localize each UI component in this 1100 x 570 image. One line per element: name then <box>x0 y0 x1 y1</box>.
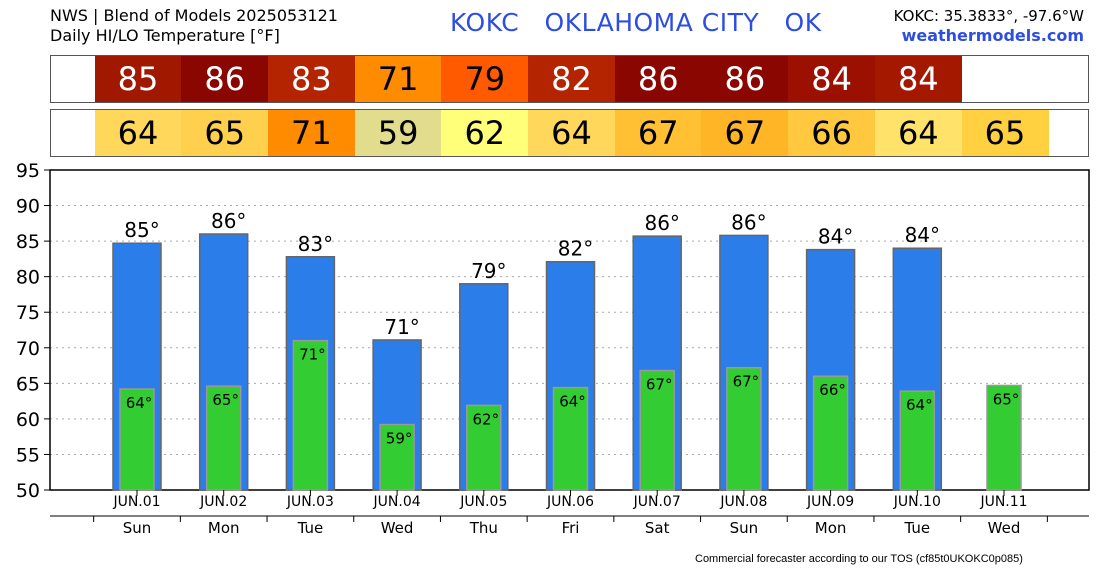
low-temp-cell: 67 <box>701 110 789 156</box>
low-temp-label: 65° <box>212 391 239 409</box>
station-title: KOKC OKLAHOMA CITY OK <box>450 8 822 37</box>
y-tick-label: 70 <box>16 338 40 360</box>
low-temp-strip: 64 65 71 59 62 64 67 67 66 64 65 <box>50 109 1089 157</box>
site-link[interactable]: weathermodels.com <box>901 26 1084 45</box>
x-date-label: JUN.02 <box>199 494 247 510</box>
header-right: KOKC: 35.3833°, -97.6°W weathermodels.co… <box>894 6 1084 46</box>
high-temp-label: 86° <box>644 211 679 235</box>
x-date-label: JUN.11 <box>979 494 1027 510</box>
x-date-label: JUN.04 <box>373 494 421 510</box>
low-temp-cell: 62 <box>441 110 529 156</box>
y-tick-label: 80 <box>16 267 40 289</box>
x-weekday-label: Thu <box>469 519 498 537</box>
low-temp-label: 66° <box>819 381 846 399</box>
x-weekday-label: Sun <box>730 519 759 537</box>
low-temp-bar <box>119 388 155 491</box>
high-temp-label: 82° <box>558 237 593 261</box>
low-temp-cell: 64 <box>528 110 615 156</box>
low-temp-cell: 59 <box>354 110 442 156</box>
x-date-label: JUN.06 <box>546 494 594 510</box>
low-temp-label: 62° <box>473 410 500 428</box>
y-tick-label: 50 <box>16 480 40 502</box>
station-code: KOKC <box>450 8 520 37</box>
x-date-label: JUN.08 <box>719 494 767 510</box>
x-date-label: JUN.03 <box>286 494 334 510</box>
low-temp-bar <box>379 423 415 491</box>
low-temp-label: 64° <box>559 393 586 411</box>
x-weekday-label: Mon <box>208 519 240 537</box>
x-weekday-label: Sat <box>645 519 670 537</box>
high-temp-label: 86° <box>731 210 766 234</box>
low-temp-label: 67° <box>646 376 673 394</box>
low-temp-cell: 71 <box>267 110 355 156</box>
low-temp-bar <box>726 366 762 491</box>
high-temp-cell: 86 <box>181 56 269 102</box>
low-temp-bar <box>552 386 589 491</box>
low-temp-cell: 67 <box>614 110 702 156</box>
y-tick-label: 60 <box>16 409 40 431</box>
x-date-label: JUN.09 <box>806 494 854 510</box>
high-temp-cell: 83 <box>267 56 355 102</box>
low-temp-bar <box>639 369 675 491</box>
x-weekday-label: Mon <box>815 519 847 537</box>
low-temp-label: 64° <box>906 396 933 414</box>
x-weekday-label: Wed <box>381 519 414 537</box>
high-temp-label: 79° <box>471 259 506 283</box>
x-weekday-label: Sun <box>123 519 152 537</box>
tos-footer: Commercial forecaster according to our T… <box>695 553 1023 565</box>
high-temp-cell: 82 <box>528 56 615 102</box>
x-weekday-label: Wed <box>988 519 1021 537</box>
low-temp-label: 64° <box>126 394 153 412</box>
y-tick-label: 65 <box>16 373 40 395</box>
high-temp-strip: 85 86 83 71 79 82 86 86 84 84 <box>50 55 1089 103</box>
station-coordinates: KOKC: 35.3833°, -97.6°W <box>893 7 1084 25</box>
high-temp-label: 84° <box>905 223 940 247</box>
low-temp-bar <box>986 384 1022 491</box>
high-temp-cell: 86 <box>614 56 702 102</box>
low-temp-label: 65° <box>993 390 1020 408</box>
low-temp-bar <box>812 375 849 491</box>
low-temp-cell: 65 <box>961 110 1049 156</box>
x-date-label: JUN.01 <box>112 494 160 510</box>
high-temp-cell: 86 <box>701 56 789 102</box>
station-name: OKLAHOMA CITY <box>544 8 760 37</box>
low-temp-label: 71° <box>299 346 326 364</box>
low-temp-bar <box>292 339 329 491</box>
y-tick-label: 55 <box>16 444 40 466</box>
y-tick-label: 85 <box>16 231 40 253</box>
high-temp-label: 85° <box>124 218 159 242</box>
low-temp-cell: 66 <box>788 110 876 156</box>
high-temp-label: 71° <box>384 315 419 339</box>
high-temp-cell: 79 <box>441 56 529 102</box>
header-left: NWS | Blend of Models 2025053121 Daily H… <box>50 6 338 46</box>
x-date-label: JUN.10 <box>893 494 941 510</box>
x-weekday-label: Tue <box>297 519 324 537</box>
low-temp-label: 59° <box>386 430 413 448</box>
x-weekday-label: Fri <box>562 519 580 537</box>
high-temp-cell: 71 <box>354 56 442 102</box>
y-tick-label: 75 <box>16 302 40 324</box>
y-tick-label: 90 <box>16 196 40 218</box>
high-temp-cell: 85 <box>94 56 182 102</box>
high-temp-label: 86° <box>211 209 246 233</box>
low-temp-cell: 65 <box>181 110 269 156</box>
y-tick-label: 95 <box>16 160 40 182</box>
high-temp-cell: 84 <box>788 56 876 102</box>
temperature-bar-chart: 50 55 60 65 70 75 80 85 90 95 85° 64° JUN.01 Sun 86° 65… <box>16 160 1090 537</box>
low-temp-label: 67° <box>733 373 760 391</box>
x-weekday-label: Tue <box>903 519 930 537</box>
chart-title: Daily HI/LO Temperature [°F] <box>50 26 280 45</box>
x-date-label: JUN.05 <box>459 494 507 510</box>
high-temp-label: 83° <box>298 232 333 256</box>
high-temp-label: 84° <box>818 225 853 249</box>
model-run-label: NWS | Blend of Models 2025053121 <box>50 6 338 25</box>
low-temp-cell: 64 <box>874 110 962 156</box>
station-state: OK <box>784 8 822 37</box>
low-temp-cell: 64 <box>94 110 182 156</box>
high-temp-cell: 84 <box>874 56 962 102</box>
x-date-label: JUN.07 <box>633 494 681 510</box>
low-temp-bar <box>205 385 242 491</box>
